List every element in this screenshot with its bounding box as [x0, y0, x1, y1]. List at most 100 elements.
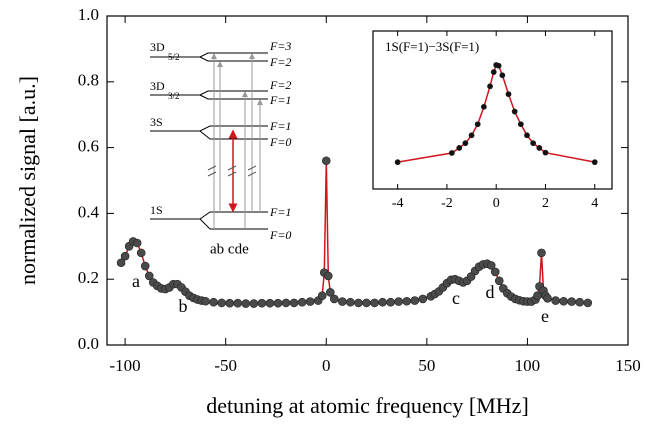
x-tick-label: 0 — [322, 356, 331, 375]
x-axis-label: detuning at atomic frequency [MHz] — [206, 393, 529, 418]
inset-background — [373, 31, 612, 189]
data-point — [551, 296, 560, 305]
data-point — [136, 248, 146, 258]
data-point — [517, 121, 524, 128]
data-point — [317, 291, 327, 300]
data-point — [394, 297, 403, 306]
data-point — [511, 108, 518, 115]
x-tick-label: -100 — [110, 356, 141, 375]
data-point — [362, 298, 371, 308]
data-point — [305, 297, 315, 306]
data-point — [289, 298, 299, 308]
data-point — [583, 298, 593, 308]
peak-label: c — [452, 288, 460, 308]
level-label: 3D — [150, 79, 165, 93]
peak-label: b — [179, 296, 188, 316]
level-label: 1S — [150, 203, 163, 217]
data-point — [462, 140, 469, 147]
f-label: F=1 — [269, 205, 291, 219]
x-tick-label: 100 — [515, 356, 541, 375]
data-point — [530, 140, 537, 147]
data-point — [378, 297, 387, 307]
data-point — [480, 103, 487, 110]
data-point — [217, 298, 226, 308]
peak-label: e — [541, 306, 549, 326]
data-point — [468, 132, 475, 139]
y-tick-label: 0.6 — [78, 137, 99, 156]
peak-label: a — [132, 271, 140, 291]
x-tick-label: -2 — [441, 196, 453, 211]
f-label: F=2 — [269, 78, 291, 92]
level-label: 3D — [150, 40, 165, 54]
f-label: F=0 — [269, 228, 291, 242]
f-label: F=2 — [269, 55, 291, 69]
level-1s — [150, 211, 268, 230]
data-point — [486, 261, 496, 270]
data-point — [536, 145, 543, 151]
data-point — [474, 121, 481, 128]
data-point — [559, 296, 568, 306]
level-diagram — [150, 52, 268, 230]
y-axis-label: normalized signal [a.u.] — [15, 76, 40, 285]
data-point — [410, 296, 420, 305]
data-point — [265, 298, 275, 308]
data-point — [321, 156, 331, 166]
data-point — [370, 298, 379, 308]
data-point — [490, 267, 500, 277]
data-point — [273, 298, 283, 308]
y-tick-label: 0.2 — [78, 268, 99, 287]
data-point — [281, 298, 291, 308]
data-point — [116, 258, 126, 268]
data-point — [394, 159, 401, 166]
peak-label: d — [486, 282, 495, 302]
f-label: F=3 — [269, 39, 291, 53]
plot-frame — [372, 30, 613, 190]
x-tick-label: 4 — [591, 196, 598, 211]
data-point — [494, 276, 504, 286]
f-label: F=0 — [269, 135, 291, 149]
transition-arrows — [211, 53, 263, 229]
level-3d52 — [150, 52, 268, 62]
data-point — [487, 83, 493, 90]
data-point — [386, 297, 395, 307]
data-point — [354, 298, 363, 308]
break-marks — [207, 165, 257, 177]
x-tick-label: 2 — [542, 196, 549, 211]
x-tick-label: 50 — [418, 356, 435, 375]
y-tick-label: 0.4 — [78, 202, 100, 221]
data-point — [338, 297, 347, 306]
data-point — [418, 294, 428, 304]
level-subscript: 3/2 — [168, 91, 180, 101]
level-3s — [150, 125, 268, 140]
x-tick-label: 150 — [615, 356, 641, 375]
data-point — [346, 297, 355, 307]
level-labels: 3D 5/2 F=3 F=2 3D 3/2 F=2 F=1 3S F=1 F=0… — [150, 39, 291, 258]
data-point — [323, 271, 333, 281]
data-point — [495, 62, 502, 69]
data-point — [456, 145, 463, 151]
plot-frame — [106, 15, 629, 346]
data-point — [225, 298, 235, 308]
data-point — [505, 91, 512, 98]
data-point — [575, 297, 585, 307]
data-point — [201, 296, 210, 306]
data-point — [132, 238, 142, 248]
data-point — [448, 150, 455, 156]
data-point — [591, 159, 598, 166]
y-tick-label: 1.0 — [78, 5, 99, 24]
data-point — [567, 297, 576, 306]
data-point — [144, 271, 154, 281]
f-label: F=1 — [269, 93, 291, 107]
level-label: 3S — [150, 115, 163, 129]
data-point — [257, 298, 267, 308]
inset-title: 1S(F=1)−3S(F=1) — [385, 39, 479, 54]
data-point — [241, 299, 251, 308]
data-point — [542, 149, 549, 156]
level-3d32 — [150, 90, 268, 100]
data-point — [140, 261, 150, 271]
data-point — [209, 297, 218, 307]
data-point — [120, 251, 130, 261]
y-tick-label: 0.0 — [78, 334, 99, 353]
f-label: F=1 — [269, 119, 291, 133]
data-point — [524, 132, 530, 139]
